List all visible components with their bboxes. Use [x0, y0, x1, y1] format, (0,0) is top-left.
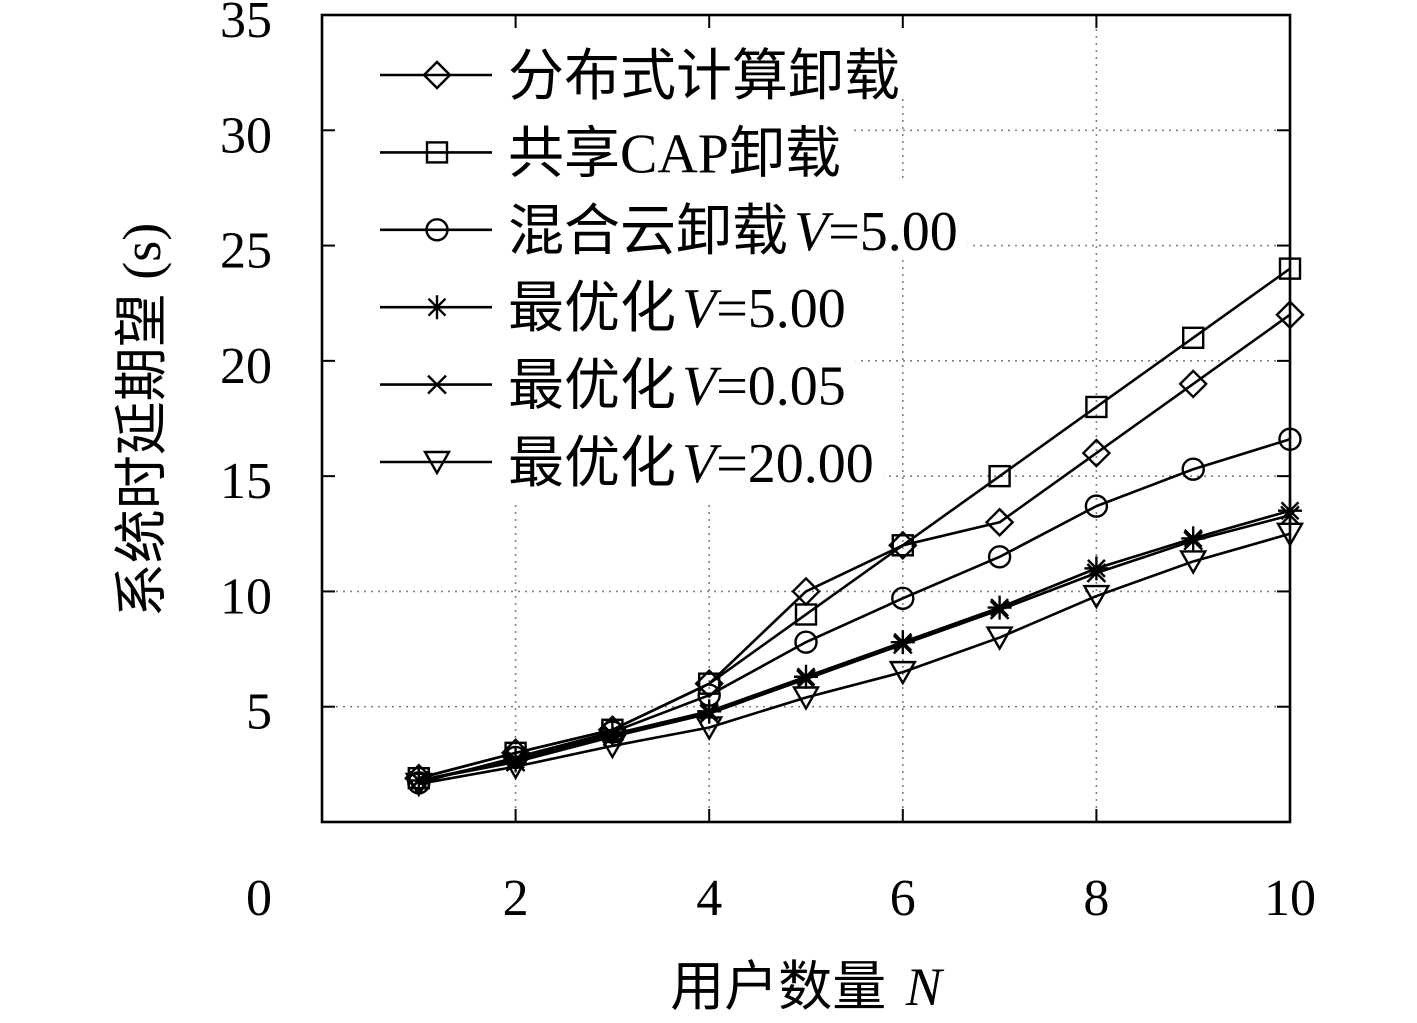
data-point-star: [1084, 556, 1109, 581]
data-point-triangle-down: [888, 660, 917, 686]
data-point-cross: [989, 600, 1010, 620]
axis-ticks: [322, 15, 1290, 822]
data-point-square: [1085, 395, 1108, 419]
legend-background: [326, 419, 884, 500]
legend-background: [326, 258, 856, 339]
legend-backgrounds: [326, 17, 968, 500]
legend-label: 最优化 V=0.05: [508, 356, 846, 418]
legend-item: 最优化 V=0.05: [380, 356, 846, 418]
data-point-diamond: [694, 668, 724, 699]
series-line: [418, 532, 1291, 786]
series-line: [418, 514, 1291, 782]
legend-label: 共享CAP卸载: [508, 123, 841, 185]
y-axis-label: 系统时延期望 (s): [112, 223, 172, 617]
data-point-triangle-down: [598, 734, 627, 760]
legend-marker-circle: [425, 218, 449, 242]
legend-marker-triangle-down: [422, 450, 452, 476]
data-point-star: [794, 664, 818, 689]
data-point-cross: [1183, 530, 1204, 551]
y-tick-label: 20: [220, 338, 272, 395]
legend-marker-square: [425, 141, 449, 164]
data-point-square: [988, 464, 1011, 488]
x-tick-label: 4: [696, 870, 722, 927]
data-point-diamond: [888, 530, 918, 561]
x-tick-label: 10: [1264, 870, 1316, 927]
data-point-star: [697, 699, 722, 724]
data-point-diamond: [984, 507, 1015, 537]
data-point-triangle-down: [1275, 522, 1305, 548]
data-point-triangle-down: [501, 755, 530, 781]
legend-background: [326, 17, 910, 98]
legend-item: 最优化 V=20.00: [380, 433, 874, 495]
series-line: [418, 267, 1291, 780]
data-point-circle: [987, 545, 1012, 569]
data-point-cross: [892, 634, 913, 655]
x-axis-label: 用户数量 N: [670, 957, 945, 1017]
legend-item: 混合云卸载 V=5.00: [380, 201, 958, 263]
legend-background: [326, 178, 968, 259]
y-tick-label: 0: [246, 870, 272, 927]
plot-area-border: [320, 13, 1292, 824]
series-line: [418, 438, 1291, 785]
data-point-triangle-down: [404, 772, 433, 798]
legend-item: 分布式计算卸载: [380, 46, 900, 108]
data-point-triangle-down: [1179, 550, 1208, 575]
data-point-triangle-down: [695, 716, 724, 741]
x-tick-label: 8: [1083, 870, 1109, 927]
data-point-star: [890, 630, 915, 655]
y-tick-label: 15: [220, 453, 272, 510]
axis-tick-labels: 2 4 6 8 10 0 5 10 15 20 25 30 35: [220, 0, 1316, 927]
data-point-cross: [699, 703, 720, 724]
data-point-square: [1278, 257, 1302, 280]
y-tick-label: 30: [220, 107, 272, 164]
legend-item: 最优化 V=5.00: [380, 278, 846, 340]
legend-label: 分布式计算卸载: [508, 46, 900, 108]
data-point-triangle-down: [1082, 584, 1111, 610]
data-point-square: [1181, 326, 1205, 349]
data-point-square: [698, 672, 721, 695]
data-point-star: [987, 595, 1012, 620]
legend-background: [326, 339, 856, 420]
series-line: [418, 509, 1291, 782]
data-point-triangle-down: [791, 686, 821, 711]
data-point-star: [503, 747, 528, 772]
data-point-circle: [891, 586, 915, 611]
data-point-diamond: [1178, 369, 1208, 399]
data-point-cross: [796, 669, 816, 689]
data-point-square: [794, 603, 818, 626]
legend-background: [326, 97, 851, 178]
series-6: [404, 522, 1305, 798]
data-point-star: [1181, 526, 1206, 551]
data-point-cross: [1086, 563, 1107, 583]
y-tick-label: 35: [220, 0, 272, 49]
legend-item: 共享CAP卸载: [380, 123, 841, 185]
data-point-triangle-down: [985, 626, 1014, 651]
data-point-circle: [794, 630, 818, 654]
data-point-circle: [1278, 427, 1302, 451]
data-point-square: [891, 534, 914, 557]
series-4: [406, 498, 1302, 793]
data-point-circle: [1084, 494, 1109, 518]
data-point-diamond: [1275, 300, 1305, 330]
legend-marker-star: [425, 295, 449, 320]
data-point-cross: [1280, 505, 1300, 526]
x-tick-label: 6: [890, 870, 916, 927]
y-tick-label: 5: [246, 684, 272, 741]
data-series: [404, 257, 1305, 798]
x-tick-label: 2: [503, 870, 529, 927]
legend-label: 混合云卸载 V=5.00: [508, 201, 958, 263]
legend-label: 最优化 V=20.00: [508, 433, 874, 495]
legend-marker-diamond: [422, 60, 452, 90]
data-point-star: [600, 722, 625, 747]
y-tick-label: 10: [220, 568, 272, 625]
legend-marker-cross: [427, 374, 447, 395]
legend-label: 最优化 V=5.00: [508, 278, 846, 340]
data-point-diamond: [1081, 438, 1112, 468]
data-point-circle: [1181, 457, 1205, 481]
data-point-star: [1278, 498, 1302, 523]
y-tick-label: 25: [220, 223, 272, 280]
